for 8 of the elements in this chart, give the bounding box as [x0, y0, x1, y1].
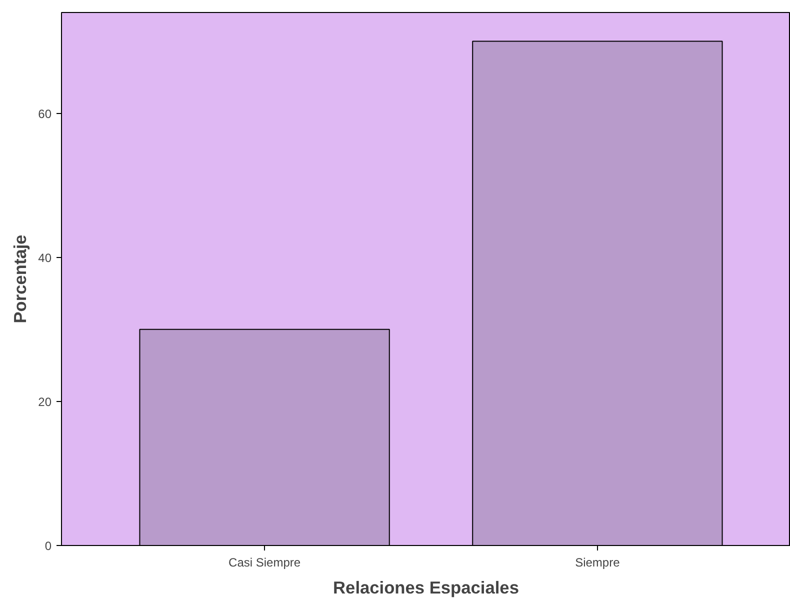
x-tick-label: Casi Siempre — [228, 556, 301, 570]
y-tick-label: 0 — [44, 539, 52, 553]
y-tick-label: 40 — [38, 250, 52, 265]
x-axis-title: Relaciones Espaciales — [333, 578, 519, 598]
y-axis-title: Porcentaje — [10, 234, 30, 324]
y-tick-label: 60 — [38, 106, 52, 121]
x-tick-label: Siempre — [575, 556, 620, 570]
y-tick-label: 20 — [38, 394, 52, 409]
